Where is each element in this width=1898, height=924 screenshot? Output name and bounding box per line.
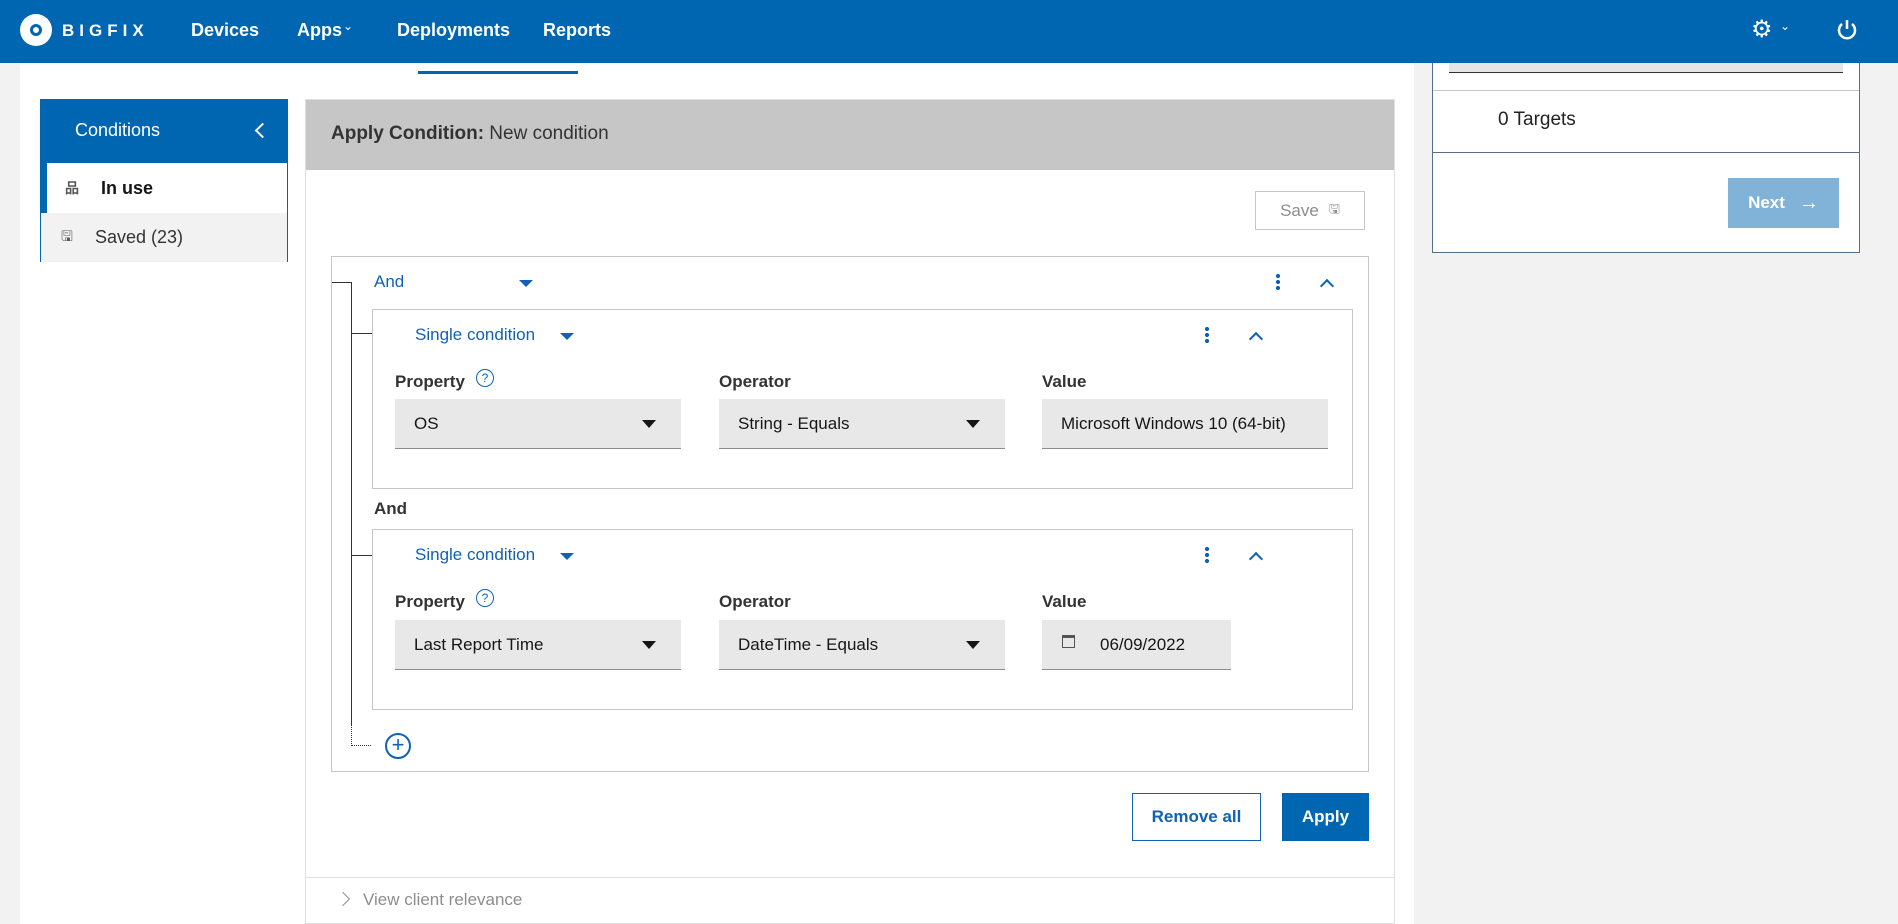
chevron-right-icon[interactable] bbox=[335, 891, 351, 907]
caret-down-icon bbox=[642, 420, 656, 428]
remove-all-button[interactable]: Remove all bbox=[1132, 793, 1261, 841]
caret-down-icon bbox=[966, 641, 980, 649]
caret-down-icon[interactable] bbox=[560, 333, 574, 340]
save-button[interactable]: Save 🖫 bbox=[1255, 191, 1365, 230]
save-icon: 🖫 bbox=[1328, 200, 1340, 216]
brand-name: BIGFIX bbox=[62, 21, 149, 40]
joiner-label: And bbox=[374, 499, 408, 518]
condition-card: Single condition Property ? Operator Val… bbox=[372, 529, 1353, 710]
caret-down-icon bbox=[966, 420, 980, 428]
save-label: Save bbox=[1280, 200, 1319, 220]
active-tab-indicator bbox=[418, 71, 578, 74]
condition-name: New condition bbox=[484, 123, 609, 144]
panel-header: Apply Condition: New condition bbox=[306, 100, 1394, 170]
targets-count: 0 Targets bbox=[1498, 109, 1576, 130]
sidebar-header: Conditions bbox=[41, 100, 287, 163]
overflow-menu-icon[interactable] bbox=[1205, 546, 1209, 564]
nav-devices[interactable]: Devices bbox=[191, 20, 260, 40]
panel-title: Apply Condition: bbox=[331, 123, 485, 144]
property-value: Last Report Time bbox=[414, 634, 544, 654]
condition-group: And Single condition Property ? Operator… bbox=[331, 256, 1369, 772]
date-picker-input[interactable]: 06/09/2022 bbox=[1042, 620, 1231, 670]
condition-card: Single condition Property ? Operator Val… bbox=[372, 309, 1353, 489]
next-button[interactable]: Next → bbox=[1728, 178, 1839, 228]
calendar-icon[interactable] bbox=[1062, 635, 1075, 648]
conditions-sidebar: Conditions 品 In use 🖫 Saved (23) bbox=[40, 99, 288, 262]
collapse-chevron-icon[interactable] bbox=[1248, 551, 1264, 567]
value-label: Value bbox=[1042, 372, 1087, 391]
nav-apps[interactable]: Apps bbox=[297, 20, 342, 40]
apply-button[interactable]: Apply bbox=[1282, 793, 1369, 841]
sidebar-item-label: In use bbox=[101, 177, 154, 198]
property-value: OS bbox=[414, 413, 439, 433]
targets-panel: 0 Targets Next → bbox=[1432, 63, 1860, 253]
view-client-relevance-toggle[interactable]: View client relevance bbox=[363, 890, 523, 909]
search-input[interactable] bbox=[1449, 63, 1843, 73]
nav-reports[interactable]: Reports bbox=[543, 20, 612, 40]
operator-select[interactable]: DateTime - Equals bbox=[719, 620, 1005, 670]
value-label: Value bbox=[1042, 592, 1087, 611]
next-label: Next bbox=[1748, 193, 1785, 212]
value-input[interactable]: Microsoft Windows 10 (64-bit) bbox=[1042, 399, 1328, 449]
help-icon[interactable]: ? bbox=[476, 589, 494, 607]
caret-down-icon bbox=[642, 641, 656, 649]
overflow-menu-icon[interactable] bbox=[1276, 273, 1280, 291]
sidebar-item-in-use[interactable]: 品 In use bbox=[41, 163, 287, 213]
caret-down-icon[interactable] bbox=[560, 553, 574, 560]
top-nav-bar: BIGFIX Devices Apps ⌄ Deployments Report… bbox=[0, 0, 1898, 63]
property-label: Property bbox=[395, 372, 465, 391]
nav-deployments[interactable]: Deployments bbox=[397, 20, 511, 40]
power-icon[interactable] bbox=[1836, 19, 1858, 41]
caret-down-icon[interactable] bbox=[519, 280, 533, 287]
value-text: Microsoft Windows 10 (64-bit) bbox=[1061, 413, 1286, 433]
chevron-down-icon: ⌄ bbox=[343, 19, 354, 33]
save-icon: 🖫 bbox=[61, 227, 73, 244]
operator-select[interactable]: String - Equals bbox=[719, 399, 1005, 449]
sidebar-item-saved[interactable]: 🖫 Saved (23) bbox=[41, 213, 287, 262]
group-operator-dropdown[interactable]: And bbox=[374, 272, 405, 291]
sidebar-title: Conditions bbox=[75, 120, 161, 140]
add-condition-icon[interactable]: + bbox=[385, 733, 411, 759]
collapse-chevron-icon[interactable] bbox=[254, 122, 271, 139]
operator-label: Operator bbox=[719, 592, 791, 611]
help-icon[interactable]: ? bbox=[476, 369, 494, 387]
operator-value: String - Equals bbox=[738, 413, 850, 433]
settings-gear-icon[interactable]: ⚙ bbox=[1751, 16, 1773, 43]
chevron-down-icon[interactable]: ⌄ bbox=[1780, 19, 1791, 33]
arrow-right-icon: → bbox=[1798, 191, 1819, 214]
operator-value: DateTime - Equals bbox=[738, 634, 879, 654]
collapse-chevron-icon[interactable] bbox=[1319, 278, 1335, 294]
property-label: Property bbox=[395, 592, 465, 611]
property-select[interactable]: Last Report Time bbox=[395, 620, 681, 670]
property-select[interactable]: OS bbox=[395, 399, 681, 449]
overflow-menu-icon[interactable] bbox=[1205, 326, 1209, 344]
operator-label: Operator bbox=[719, 372, 791, 391]
bigfix-logo-icon[interactable] bbox=[20, 14, 52, 46]
apply-condition-panel: Apply Condition: New condition Save 🖫 And… bbox=[305, 99, 1395, 924]
collapse-chevron-icon[interactable] bbox=[1248, 331, 1264, 347]
sidebar-item-label: Saved (23) bbox=[95, 227, 184, 247]
date-value: 06/09/2022 bbox=[1100, 634, 1186, 654]
condition-type-dropdown[interactable]: Single condition bbox=[415, 545, 536, 564]
hierarchy-icon: 品 bbox=[65, 180, 79, 196]
condition-type-dropdown[interactable]: Single condition bbox=[415, 325, 536, 344]
